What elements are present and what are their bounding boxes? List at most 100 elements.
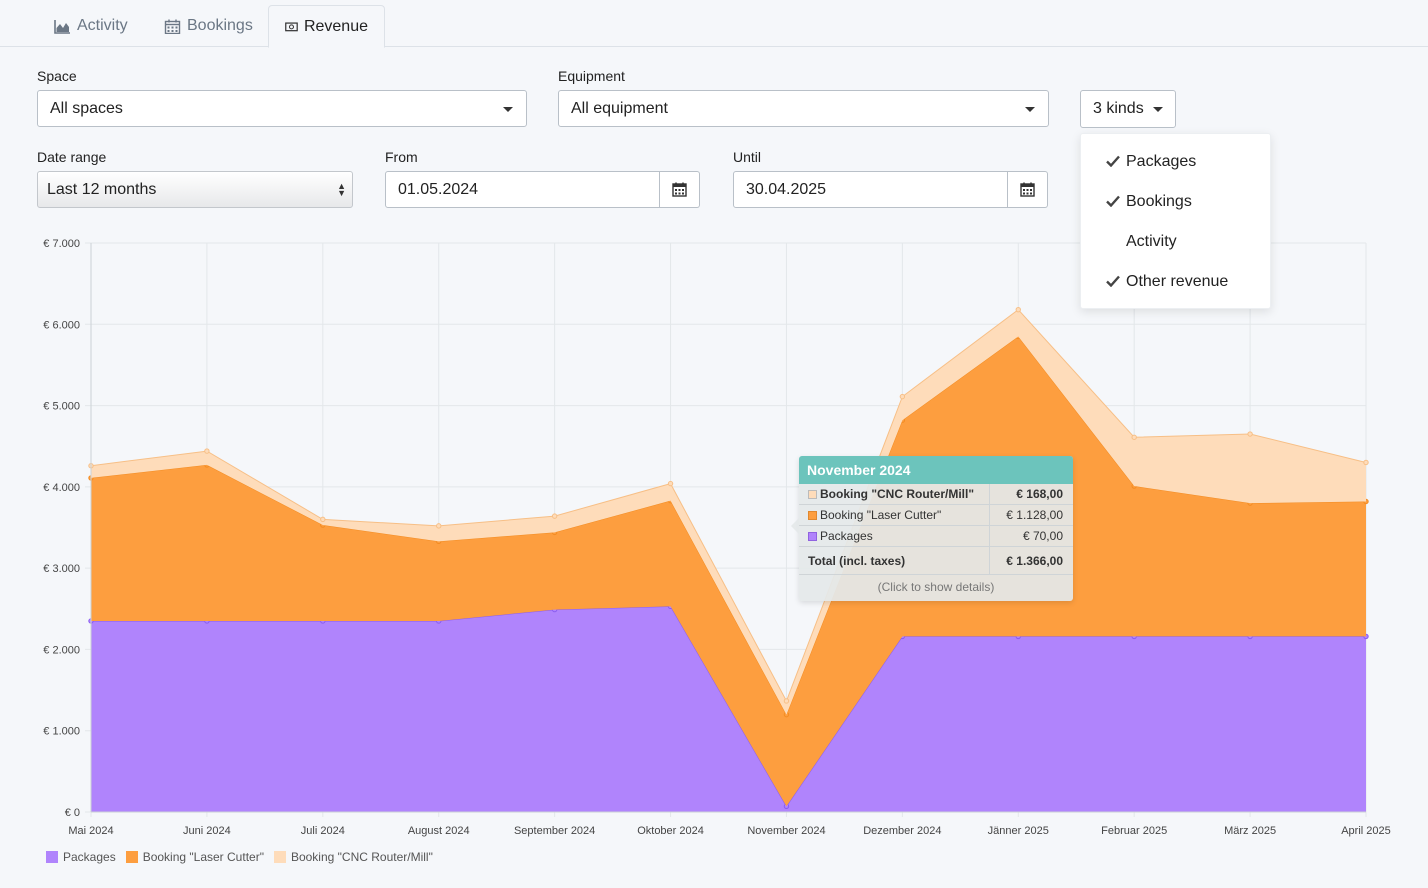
data-point	[1015, 306, 1021, 313]
kinds-option-label: Bookings	[1126, 193, 1192, 210]
chart-tooltip[interactable]: November 2024 Booking "CNC Router/Mill" …	[791, 456, 1073, 601]
tooltip-total-label: Total (incl. taxes)	[808, 553, 906, 568]
tooltip-divider	[989, 484, 990, 575]
legend-swatch	[273, 851, 286, 863]
tooltip-hint: (Click to show details)	[877, 580, 995, 594]
legend-item-packages[interactable]: Packages	[46, 850, 116, 864]
caret-down-icon	[1153, 107, 1163, 112]
kinds-option-label: Packages	[1126, 153, 1197, 170]
kinds-option-packages[interactable]: Packages	[1081, 144, 1270, 180]
y-tick-label: € 7.000	[43, 238, 80, 250]
check-icon	[1106, 155, 1120, 167]
until-label: Until	[733, 149, 762, 165]
area-series-1	[91, 336, 1366, 807]
y-tick-label: € 1.000	[43, 726, 80, 738]
tab-bookings-label: Bookings	[187, 17, 253, 34]
revenue-area-chart[interactable]: € 0 € 1.000 € 2.000 € 3.000 € 4.000 € 5.000 € …	[0, 225, 1428, 850]
data-point	[1247, 431, 1253, 437]
data-point	[551, 513, 558, 519]
caret-down-icon	[503, 107, 513, 112]
x-tick-label: Februar 2025	[1101, 825, 1167, 837]
x-tick-label: Oktober 2024	[637, 825, 704, 837]
legend-swatch	[125, 851, 138, 863]
area-series-0	[91, 606, 1366, 812]
data-point	[436, 523, 442, 529]
tab-revenue-label: Revenue	[303, 17, 368, 35]
y-tick-label: € 4.000	[43, 482, 80, 494]
x-tick-label: Dezember 2024	[863, 825, 941, 837]
legend-item-cnc-router[interactable]: Booking "CNC Router/Mill"	[273, 850, 433, 864]
y-tick-label: € 5.000	[43, 401, 80, 413]
data-point	[1363, 459, 1369, 466]
date-range-select[interactable]: Last 12 months ▲ ▼	[37, 171, 353, 208]
tooltip-total-row: Total (incl. taxes) € 1.366,00	[799, 547, 1073, 575]
tooltip-swatch	[808, 489, 817, 499]
space-label: Space	[37, 68, 77, 84]
legend-label: Booking "CNC Router/Mill"	[290, 850, 433, 864]
updown-arrows-icon: ▲ ▼	[337, 181, 346, 198]
calendar-icon	[672, 182, 687, 197]
kinds-dropdown-button[interactable]: 3 kinds	[1080, 90, 1176, 128]
data-point	[899, 393, 906, 400]
tab-activity[interactable]: Activity	[38, 5, 144, 47]
tooltip-row-value: € 70,00	[1022, 529, 1063, 543]
tooltip-arrow	[791, 518, 799, 534]
data-point	[667, 480, 674, 487]
series-line-2	[90, 308, 1367, 703]
x-tick-label: August 2024	[408, 825, 470, 837]
tab-bookings[interactable]: Bookings	[148, 5, 269, 47]
calendar-icon	[1020, 182, 1035, 197]
tooltip-title: November 2024	[799, 456, 1073, 484]
tooltip-row-value: € 1.128,00	[1006, 508, 1063, 522]
space-value: All spaces	[50, 99, 123, 117]
x-tick-label: März 2025	[1224, 825, 1276, 837]
date-range-value: Last 12 months	[47, 180, 157, 198]
report-tabs: Activity Bookings Revenue	[0, 0, 1428, 48]
kinds-option-other-revenue[interactable]: Other revenue	[1081, 264, 1270, 300]
tooltip-row-name: Booking "Laser Cutter"	[820, 508, 942, 522]
data-point	[783, 698, 790, 704]
check-icon	[1106, 195, 1120, 207]
area-chart-icon	[54, 19, 70, 34]
space-select[interactable]: All spaces	[37, 90, 527, 127]
tooltip-row: Packages € 70,00	[799, 526, 1073, 547]
kinds-option-bookings[interactable]: Bookings	[1081, 184, 1270, 220]
data-point	[320, 516, 326, 523]
tooltip-swatch	[808, 510, 817, 520]
equipment-select[interactable]: All equipment	[558, 90, 1049, 127]
from-date-group: 01.05.2024	[385, 171, 700, 208]
kinds-option-label: Activity	[1126, 233, 1177, 250]
tooltip-row-value: € 168,00	[1016, 487, 1063, 501]
x-tick-label: September 2024	[514, 825, 595, 837]
until-date-input[interactable]: 30.04.2025	[733, 171, 1008, 208]
tooltip-swatch	[808, 531, 817, 541]
y-tick-label: € 0	[65, 807, 80, 819]
tab-activity-label: Activity	[77, 17, 128, 34]
tooltip-total-value: € 1.366,00	[1006, 553, 1063, 568]
data-point	[1131, 434, 1137, 440]
until-date-group: 30.04.2025	[733, 171, 1048, 208]
from-label: From	[385, 149, 418, 165]
y-tick-label: € 3.000	[43, 563, 80, 575]
from-calendar-button[interactable]	[660, 171, 700, 208]
from-date-input[interactable]: 01.05.2024	[385, 171, 660, 208]
equipment-label: Equipment	[558, 68, 625, 84]
x-tick-label: April 2025	[1341, 825, 1391, 837]
check-icon	[1106, 275, 1120, 287]
x-tick-label: Juli 2024	[301, 825, 345, 837]
money-icon	[285, 22, 298, 32]
legend-item-laser-cutter[interactable]: Booking "Laser Cutter"	[125, 850, 264, 864]
equipment-value: All equipment	[571, 99, 668, 117]
y-tick-label: € 2.000	[43, 644, 80, 656]
kinds-option-activity[interactable]: Activity	[1081, 224, 1270, 260]
kinds-button-label: 3 kinds	[1093, 100, 1144, 117]
data-point	[204, 448, 210, 454]
kinds-dropdown-menu: Packages Bookings Activity Other revenue	[1080, 133, 1271, 309]
until-calendar-button[interactable]	[1008, 171, 1048, 208]
legend-label: Booking "Laser Cutter"	[142, 850, 264, 864]
tooltip-row: Booking "Laser Cutter" € 1.128,00	[799, 505, 1073, 526]
calendar-icon	[164, 19, 181, 34]
x-tick-label: November 2024	[747, 825, 825, 837]
tooltip-row-name: Booking "CNC Router/Mill"	[820, 487, 975, 501]
tab-revenue[interactable]: Revenue	[268, 5, 385, 48]
